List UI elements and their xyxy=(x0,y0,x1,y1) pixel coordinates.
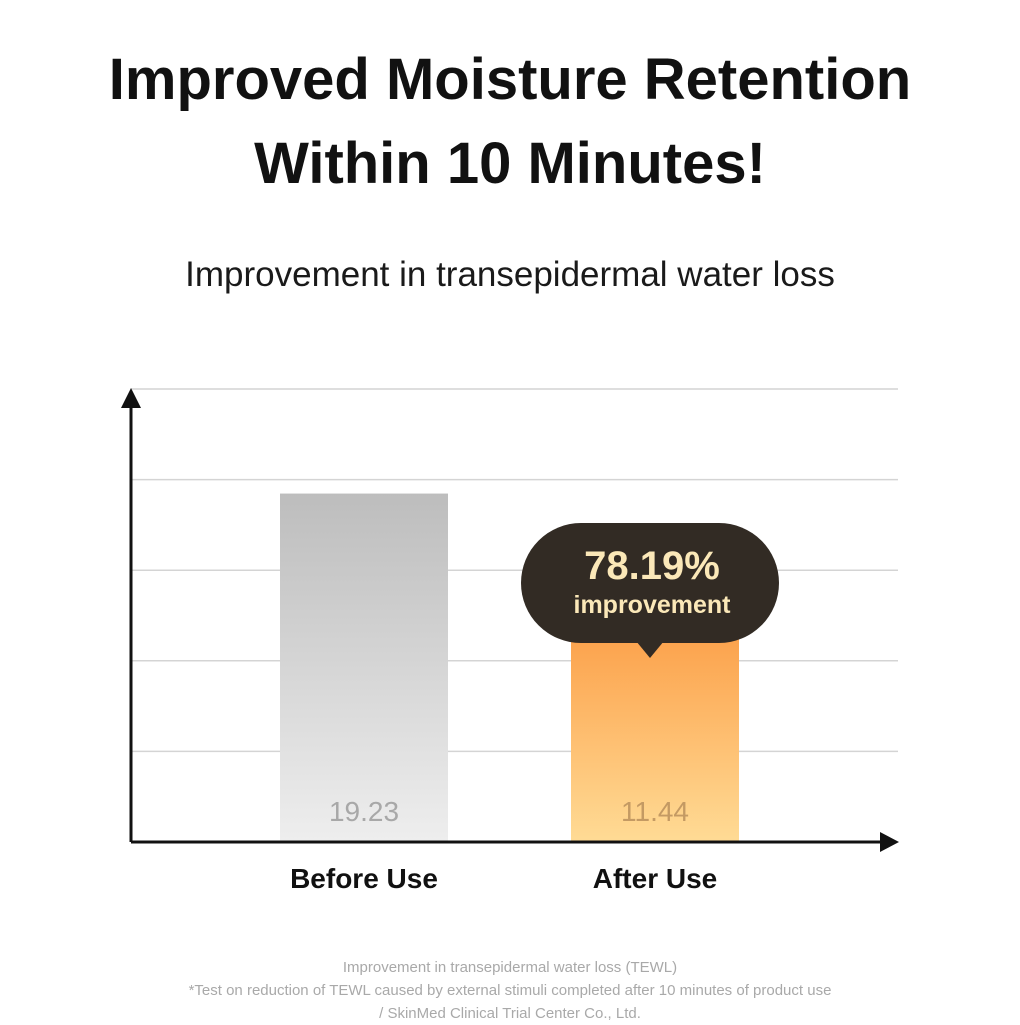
bar-value-label: 11.44 xyxy=(621,796,689,827)
callout-bubble xyxy=(521,523,779,643)
bars xyxy=(280,493,739,842)
category-label: Before Use xyxy=(290,863,438,894)
axes xyxy=(121,388,899,852)
y-axis-arrow xyxy=(121,388,141,408)
bar-before-use xyxy=(280,493,448,842)
x-axis-arrow xyxy=(880,832,899,852)
footnote-line-2: *Test on reduction of TEWL caused by ext… xyxy=(188,982,832,999)
footnote: Improvement in transepidermal water loss… xyxy=(0,956,1020,1025)
gridlines xyxy=(131,388,898,753)
footnote-line-1: Improvement in transepidermal water loss… xyxy=(342,959,678,976)
labels: 19.23 Before Use 11.44 After Use xyxy=(290,796,717,894)
callout-value: 78.19% xyxy=(584,544,720,588)
headline-line-2: Within 10 Minutes! xyxy=(254,131,766,196)
bar-value-label: 19.23 xyxy=(329,796,399,827)
headline-line-1: Improved Moisture Retention xyxy=(108,47,912,112)
chart-title: Improvement in transepidermal water loss xyxy=(185,255,835,294)
footnote-line-3: / SkinMed Clinical Trial Center Co., Ltd… xyxy=(379,1005,641,1022)
improvement-callout: 78.19% improvement xyxy=(521,523,779,658)
category-label: After Use xyxy=(593,863,717,894)
headline: Improved Moisture Retention Within 10 Mi… xyxy=(0,38,1020,206)
bar-after-use xyxy=(571,634,739,842)
callout-text: improvement xyxy=(574,591,732,619)
callout-pointer xyxy=(636,641,664,658)
